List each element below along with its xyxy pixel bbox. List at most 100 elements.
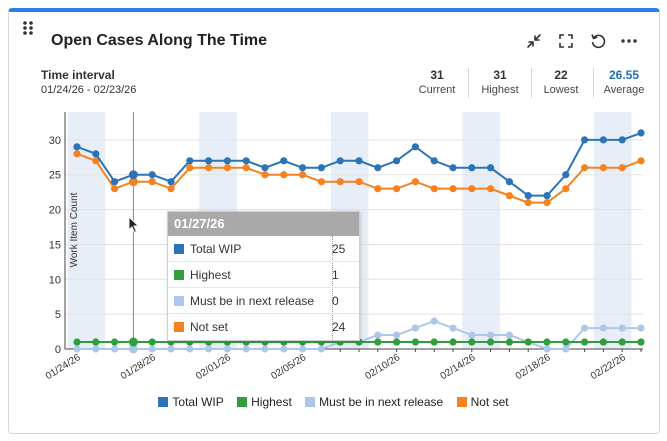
data-point (73, 150, 81, 158)
data-point (73, 143, 81, 151)
stat-average-value: 26.55 (608, 68, 640, 82)
data-point (618, 338, 626, 346)
legend-label: Must be in next release (319, 395, 444, 409)
data-point (449, 338, 457, 346)
data-point (186, 164, 194, 172)
data-point (186, 157, 194, 165)
data-point (637, 129, 645, 137)
data-point (430, 157, 438, 165)
data-point (543, 345, 551, 353)
data-point (280, 157, 288, 165)
data-point (167, 178, 175, 186)
data-point (468, 338, 476, 346)
stat-divider (468, 68, 469, 98)
data-point (487, 338, 495, 346)
data-point (317, 345, 325, 353)
legend-item-highest[interactable]: Highest (237, 395, 292, 409)
data-point (223, 345, 231, 353)
data-point (637, 338, 645, 346)
tooltip-row: Not set 24 (168, 314, 359, 340)
data-point (205, 157, 213, 165)
x-tick-label: 01/28/26 (119, 352, 158, 382)
data-point (487, 185, 495, 193)
drag-handle-icon[interactable] (22, 20, 34, 36)
data-point (317, 164, 325, 172)
data-point (581, 338, 589, 346)
legend-swatch (456, 397, 467, 407)
widget-title: Open Cases Along The Time (51, 32, 268, 49)
weekend-band (462, 112, 500, 349)
data-point (128, 337, 138, 347)
x-tick-label: 02/05/26 (269, 352, 308, 382)
stat-highest: 31 Highest (474, 68, 526, 100)
data-point (637, 157, 645, 165)
data-point (468, 331, 476, 339)
interval-range: 01/24/26 - 02/23/26 (41, 84, 137, 96)
refresh-icon[interactable] (589, 32, 607, 50)
legend-label: Total WIP (172, 395, 224, 409)
data-point (599, 136, 608, 144)
data-point (92, 157, 100, 165)
more-icon[interactable] (620, 32, 638, 50)
data-point (543, 192, 551, 200)
y-tick-label: 20 (49, 205, 61, 217)
data-point (223, 164, 231, 172)
tooltip-row: Highest 1 (168, 262, 359, 288)
legend-swatch (237, 397, 248, 407)
data-point (618, 324, 626, 332)
tooltip-row-name: Must be in next release (190, 294, 315, 308)
tooltip-swatch (174, 322, 184, 332)
data-point (374, 331, 382, 339)
data-point (430, 317, 438, 325)
tooltip-date: 01/27/26 (168, 212, 359, 236)
y-tick-label: 15 (49, 239, 61, 251)
data-point (449, 185, 457, 193)
collapse-icon[interactable] (525, 32, 543, 50)
data-point (205, 345, 213, 353)
fullscreen-icon[interactable] (557, 32, 575, 50)
data-point (505, 331, 513, 339)
data-point (411, 178, 419, 186)
stat-current: 31 Current (412, 68, 462, 100)
data-point (487, 164, 495, 172)
data-point (562, 338, 570, 346)
data-point (449, 164, 457, 172)
stat-average: 26.55 Average (597, 68, 651, 100)
data-point (148, 338, 156, 346)
tooltip-row-value: 1 (332, 268, 339, 282)
data-point (374, 164, 382, 172)
tooltip-row-name: Total WIP (190, 242, 242, 256)
tooltip-row-name: Not set (190, 320, 229, 334)
data-point (393, 185, 401, 193)
data-point (299, 345, 307, 353)
data-point (374, 338, 382, 346)
y-axis-label: Work Item Count (69, 192, 80, 267)
legend-item-must-be-in-next-release[interactable]: Must be in next release (305, 395, 443, 409)
data-point (128, 344, 138, 354)
y-tick-label: 25 (49, 170, 61, 182)
data-point (73, 338, 81, 346)
interval-label: Time interval (41, 68, 115, 82)
data-point (92, 150, 100, 158)
stat-average-label: Average (603, 84, 645, 96)
data-point (111, 178, 119, 186)
legend-swatch (158, 397, 169, 407)
chart-tooltip: 01/27/26 Total WIP 25 Highest 1 Must be … (167, 211, 360, 341)
tooltip-row-value: 25 (332, 242, 346, 256)
data-point (430, 338, 438, 346)
data-point (92, 345, 100, 353)
y-tick-label: 30 (49, 135, 61, 147)
data-point (468, 164, 476, 172)
data-point (543, 199, 551, 207)
legend-item-not-set[interactable]: Not set (456, 395, 509, 409)
tooltip-row-value: 24 (332, 320, 346, 334)
weekend-band (594, 112, 632, 349)
data-point (505, 178, 513, 186)
legend-item-total-wip[interactable]: Total WIP (158, 395, 224, 409)
data-point (543, 338, 551, 346)
data-point (186, 345, 194, 353)
data-point (299, 164, 307, 172)
stat-divider (531, 68, 532, 98)
y-tick-label: 0 (55, 344, 61, 356)
data-point (336, 178, 344, 186)
